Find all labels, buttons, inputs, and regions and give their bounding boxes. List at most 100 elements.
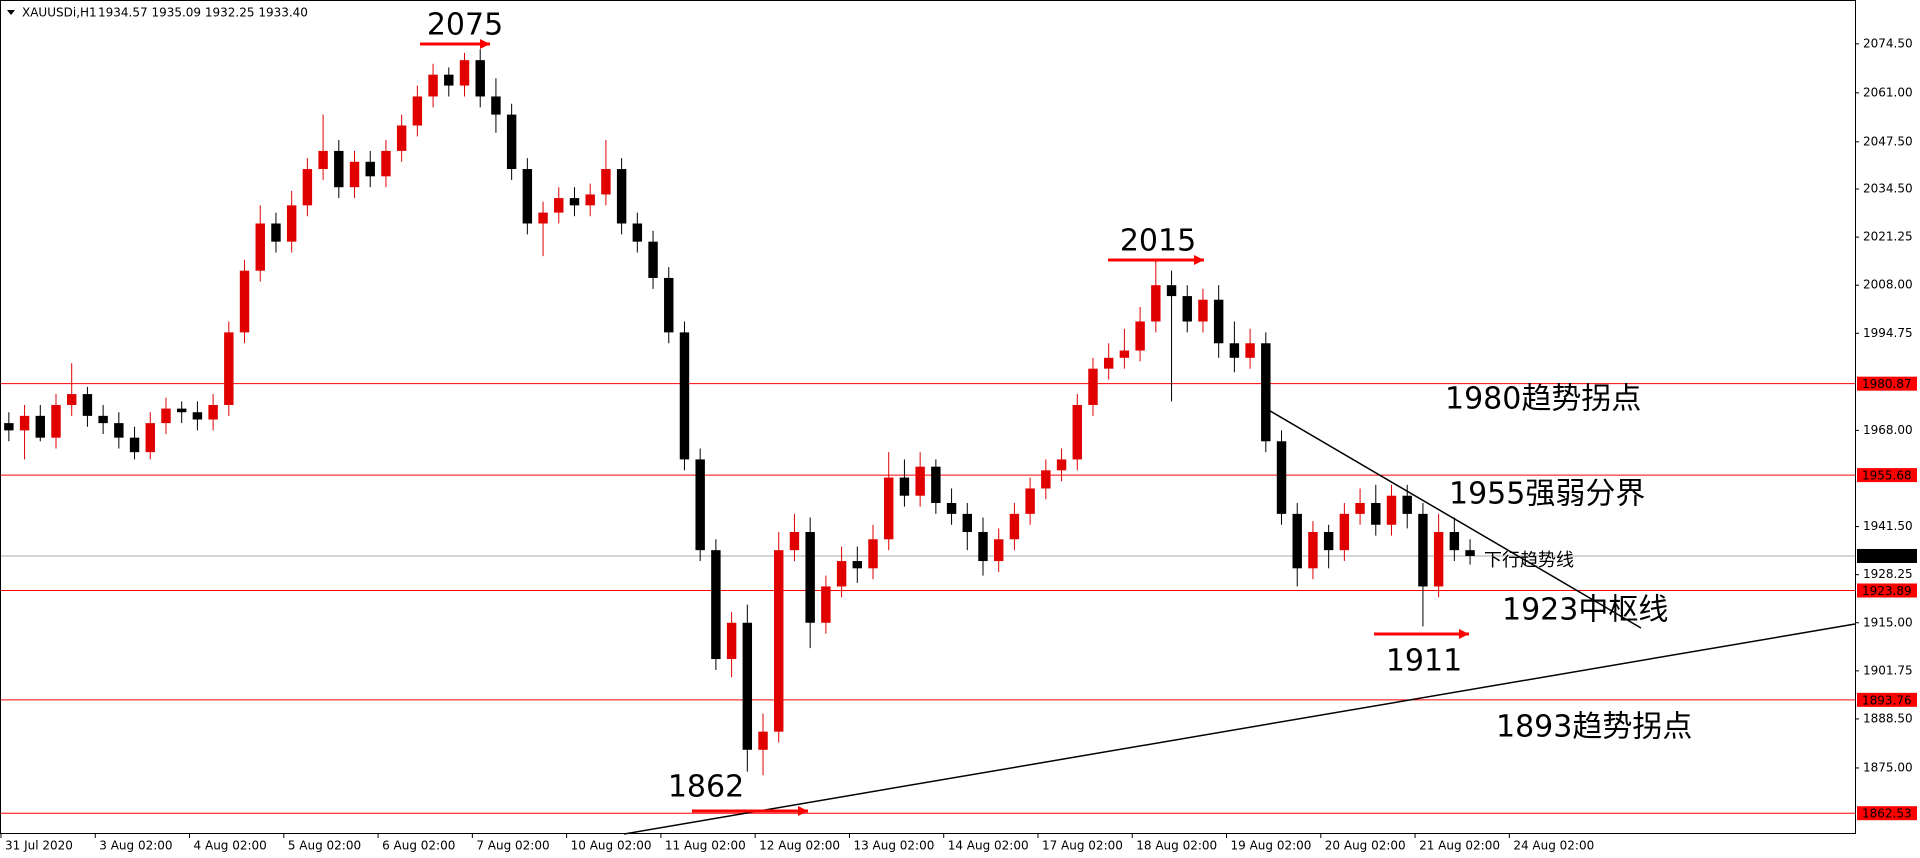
candle-body: [884, 477, 894, 540]
candle-body: [1182, 296, 1192, 322]
candle-body: [648, 241, 658, 278]
candle-body: [726, 622, 737, 660]
candle-body: [396, 125, 407, 151]
candle-body: [4, 423, 14, 431]
candle-body: [538, 212, 548, 224]
candle-body: [98, 415, 108, 424]
candle-body: [1103, 357, 1114, 369]
candle-body: [412, 96, 423, 126]
y-tick-label: 2021.25: [1863, 230, 1913, 244]
candle-body: [1025, 488, 1035, 514]
x-tick-label: 4 Aug 02:00: [194, 839, 267, 853]
annotation: 2075: [427, 8, 503, 43]
annotation: 下行趋势线: [1484, 550, 1574, 571]
candle-body: [271, 223, 281, 242]
arrow-head: [1194, 255, 1204, 265]
candle-body: [1166, 285, 1177, 297]
candle-body: [176, 408, 187, 413]
chart-subtitle: 1934.57 1935.09 1932.25 1933.40: [98, 6, 308, 20]
menu-triangle: [7, 10, 15, 15]
candle-body: [836, 561, 847, 587]
candle-body: [632, 223, 643, 242]
candle-body: [585, 194, 595, 206]
annotation: 1980趋势拐点: [1445, 382, 1641, 417]
x-tick-label: 3 Aug 02:00: [99, 839, 172, 853]
y-tick-label: 1941.50: [1863, 519, 1913, 533]
candle-body: [1386, 495, 1397, 525]
x-tick-label: 20 Aug 02:00: [1325, 839, 1406, 853]
level-label: 1980.87: [1862, 377, 1912, 391]
y-tick-label: 1968.00: [1863, 423, 1913, 437]
candle-body: [51, 404, 61, 438]
x-tick-label: 7 Aug 02:00: [476, 839, 549, 853]
candle-body: [444, 74, 454, 86]
candle-body: [1276, 441, 1287, 514]
candle-body: [774, 550, 784, 732]
y-tick-label: 2074.50: [1863, 36, 1913, 50]
x-tick-label: 11 Aug 02:00: [665, 839, 746, 853]
candle-body: [789, 532, 800, 551]
x-tick-label: 19 Aug 02:00: [1231, 839, 1312, 853]
annotation: 1911: [1386, 644, 1462, 679]
candle-body: [1135, 321, 1145, 351]
candle-body: [868, 539, 878, 569]
candle-body: [1119, 350, 1130, 358]
candle-body: [946, 502, 957, 514]
candle-body: [1041, 470, 1051, 489]
candle-body: [1198, 299, 1208, 322]
candle-body: [286, 205, 297, 242]
candle-body: [915, 466, 925, 496]
level-box: [1857, 376, 1917, 391]
level-box: [1857, 468, 1917, 483]
y-tick-label: 1928.25: [1863, 567, 1913, 581]
candle-body: [1308, 532, 1318, 569]
candle-body: [978, 532, 988, 562]
candle-body: [742, 622, 753, 750]
candle-body: [962, 513, 972, 533]
candle-body: [1355, 502, 1365, 514]
level-label: 1893.76: [1862, 693, 1912, 707]
x-tick-label: 18 Aug 02:00: [1136, 839, 1217, 853]
x-tick-label: 21 Aug 02:00: [1419, 839, 1500, 853]
candle-body: [1009, 513, 1020, 540]
candle-body: [1151, 285, 1161, 322]
y-tick-label: 2034.50: [1863, 182, 1913, 196]
candle-body: [35, 415, 45, 438]
candle-body: [711, 550, 721, 660]
annotation: 1923中枢线: [1502, 593, 1668, 628]
candle-body: [616, 169, 627, 224]
candle-body: [821, 586, 831, 623]
candle-body: [19, 415, 30, 431]
candle-body: [1261, 343, 1271, 442]
candle-body: [1072, 404, 1082, 460]
candle-body: [129, 437, 140, 453]
x-tick-label: 13 Aug 02:00: [853, 839, 934, 853]
candle-body: [1323, 532, 1334, 551]
candle-body: [664, 277, 674, 333]
candle-body: [993, 539, 1004, 562]
down-trendline: [1264, 407, 1642, 629]
candle-body: [852, 561, 863, 569]
annotation: 1955强弱分界: [1449, 477, 1645, 512]
candle-body: [239, 270, 250, 333]
x-tick-label: 24 Aug 02:00: [1513, 839, 1594, 853]
candle-body: [66, 394, 77, 405]
y-tick-label: 1875.00: [1863, 760, 1913, 774]
x-tick-label: 5 Aug 02:00: [288, 839, 361, 853]
x-tick-label: 17 Aug 02:00: [1042, 839, 1123, 853]
x-tick-label: 14 Aug 02:00: [948, 839, 1029, 853]
candle-body: [695, 459, 705, 551]
candle-body: [805, 532, 815, 623]
y-tick-label: 1901.75: [1863, 663, 1913, 677]
candle-body: [1449, 532, 1460, 551]
candle-body: [1292, 513, 1302, 569]
candle-body: [255, 223, 265, 271]
level-label: 1923.89: [1862, 584, 1912, 598]
up-trendline: [623, 623, 1856, 835]
candle-body: [1088, 368, 1098, 405]
candle-body: [381, 150, 391, 177]
candle-body: [758, 731, 768, 750]
x-tick-label: 6 Aug 02:00: [382, 839, 455, 853]
candle-body: [1465, 550, 1475, 556]
candle-body: [192, 412, 203, 420]
